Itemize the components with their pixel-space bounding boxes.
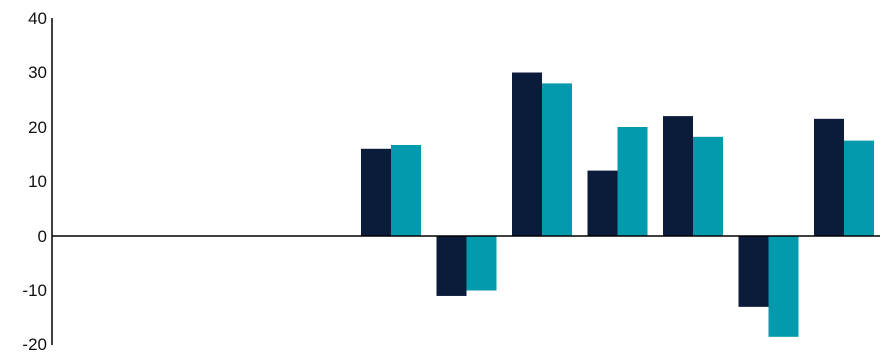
bar-series-2-group-9 — [693, 136, 723, 236]
bar-series-1-group-6 — [436, 236, 467, 296]
y-tick-label: -10 — [22, 281, 47, 300]
bar-series-2-group-6 — [466, 236, 497, 291]
bar-series-1-group-5 — [361, 148, 391, 236]
y-tick-label: 30 — [28, 63, 47, 82]
bar-series-1-group-11 — [814, 118, 844, 236]
bar-series-1-group-8 — [587, 170, 618, 236]
bar-series-2-group-7 — [542, 83, 572, 237]
bars-layer — [361, 72, 874, 337]
bar-series-1-group-7 — [512, 72, 542, 236]
bar-series-2-group-5 — [391, 144, 421, 236]
y-tick-label: 10 — [28, 172, 47, 191]
y-tick-label: -20 — [22, 335, 47, 354]
bar-series-2-group-11 — [844, 140, 874, 236]
bar-series-1-group-9 — [663, 116, 693, 236]
y-tick-label: 0 — [38, 227, 47, 246]
y-tick-label: 20 — [28, 118, 47, 137]
bar-series-2-group-10 — [768, 236, 799, 337]
bar-series-2-group-8 — [617, 127, 648, 236]
y-tick-label: 40 — [28, 9, 47, 28]
bar-series-1-group-10 — [738, 236, 769, 307]
